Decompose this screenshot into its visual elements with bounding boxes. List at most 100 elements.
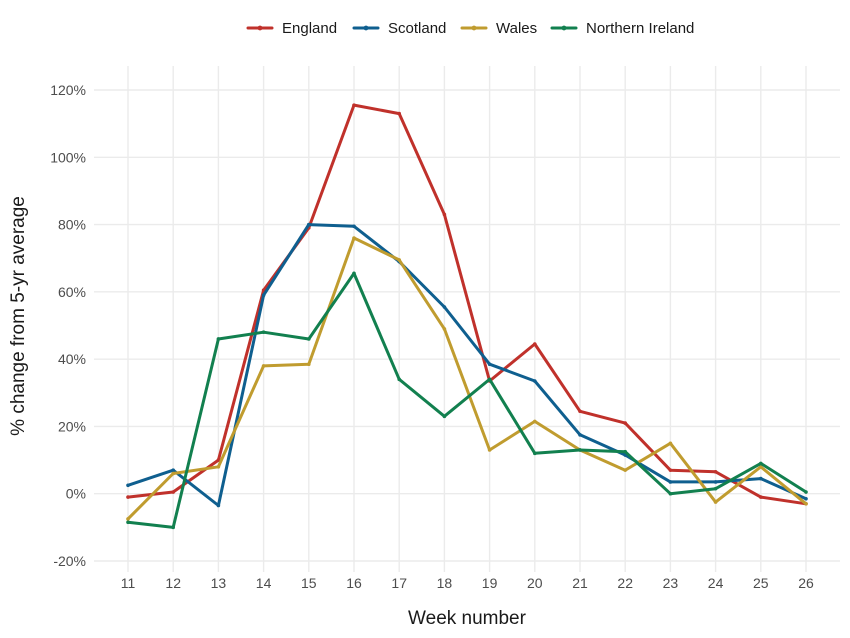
- data-point-northern-ireland: [442, 414, 447, 419]
- y-tick-label: -20%: [53, 553, 86, 569]
- x-tick-label: 18: [437, 575, 453, 591]
- series-line-northern-ireland: [126, 271, 808, 529]
- data-point-northern-ireland: [804, 490, 808, 494]
- data-point-wales: [216, 465, 221, 469]
- data-point-wales: [804, 502, 808, 506]
- data-point-wales: [487, 448, 492, 452]
- legend-label-wales: Wales: [496, 20, 537, 37]
- data-point-scotland: [487, 362, 492, 366]
- x-tick-label: 20: [527, 575, 543, 591]
- y-axis-ticks: -20% 0% 20% 40% 60% 80% 100% 120%: [50, 82, 86, 569]
- x-tick-label: 21: [572, 575, 588, 591]
- data-point-northern-ireland: [533, 451, 537, 456]
- x-tick-label: 26: [798, 575, 814, 591]
- data-point-wales: [668, 441, 673, 446]
- data-point-northern-ireland: [487, 377, 492, 382]
- data-point-wales: [713, 500, 718, 504]
- data-point-wales: [623, 468, 627, 472]
- x-tick-label: 19: [482, 575, 498, 591]
- data-point-england: [397, 111, 402, 116]
- x-axis-label: Week number: [408, 608, 527, 629]
- data-point-england: [216, 458, 221, 462]
- x-tick-label: 15: [301, 575, 317, 591]
- legend-item-wales: Wales: [460, 20, 537, 37]
- legend-label-scotland: Scotland: [388, 20, 446, 37]
- legend: England Scotland Wales Northern Ireland: [246, 20, 694, 37]
- y-tick-label: 0%: [66, 486, 86, 502]
- data-point-scotland: [352, 224, 356, 229]
- x-axis-ticks: 11 12 13 14 15 16 17 18 19 20 21 22 23 24 25 26: [121, 575, 814, 591]
- data-point-scotland: [578, 433, 582, 437]
- data-point-wales: [397, 258, 402, 262]
- data-point-england: [126, 495, 130, 499]
- x-tick-label: 14: [256, 575, 272, 591]
- y-tick-label: 20%: [58, 418, 86, 434]
- x-tick-label: 25: [753, 575, 769, 591]
- data-point-scotland: [713, 480, 718, 484]
- data-point-scotland: [759, 476, 763, 481]
- y-tick-label: 80%: [58, 217, 86, 233]
- data-point-northern-ireland: [578, 448, 582, 452]
- data-point-wales: [126, 517, 130, 521]
- data-point-scotland: [171, 468, 175, 472]
- data-point-wales: [442, 327, 447, 331]
- data-point-england: [759, 495, 763, 499]
- data-point-northern-ireland: [126, 520, 130, 525]
- data-point-northern-ireland: [623, 449, 627, 454]
- data-point-northern-ireland: [713, 486, 718, 491]
- legend-item-scotland: Scotland: [352, 20, 446, 37]
- series-line-scotland: [126, 223, 808, 507]
- data-point-scotland: [307, 222, 311, 227]
- x-tick-label: 24: [708, 575, 724, 591]
- data-point-scotland: [261, 293, 266, 298]
- x-tick-label: 17: [391, 575, 407, 591]
- data-point-england: [171, 490, 175, 494]
- data-point-wales: [759, 465, 763, 469]
- data-point-wales: [261, 364, 266, 368]
- legend-label-northern-ireland: Northern Ireland: [586, 20, 694, 37]
- y-tick-label: 60%: [58, 284, 86, 300]
- data-point-scotland: [126, 483, 130, 488]
- data-point-wales: [171, 471, 175, 476]
- data-point-northern-ireland: [668, 491, 673, 496]
- data-point-scotland: [668, 480, 673, 484]
- data-point-england: [533, 342, 537, 346]
- data-point-northern-ireland: [216, 337, 221, 341]
- y-tick-label: 100%: [50, 149, 86, 165]
- data-point-scotland: [533, 379, 537, 383]
- legend-key-point-wales: [471, 25, 477, 31]
- data-point-northern-ireland: [171, 525, 175, 530]
- legend-key-point-scotland: [363, 25, 369, 31]
- legend-item-northern-ireland: Northern Ireland: [550, 20, 694, 37]
- data-point-wales: [533, 419, 537, 424]
- data-point-england: [352, 103, 356, 107]
- data-point-wales: [352, 236, 356, 240]
- data-point-northern-ireland: [397, 377, 402, 382]
- x-tick-label: 12: [165, 575, 181, 591]
- series-lines: [126, 103, 808, 530]
- data-point-england: [623, 421, 627, 425]
- data-point-england: [668, 468, 673, 472]
- y-tick-label: 40%: [58, 351, 86, 367]
- data-point-england: [442, 212, 447, 217]
- x-tick-label: 16: [346, 575, 362, 591]
- legend-item-england: England: [246, 20, 337, 37]
- x-tick-label: 23: [663, 575, 679, 591]
- data-point-england: [578, 409, 582, 414]
- legend-key-point-northern-ireland: [561, 25, 567, 31]
- legend-key-point-england: [257, 25, 263, 31]
- data-point-northern-ireland: [307, 337, 311, 341]
- data-point-england: [713, 470, 718, 474]
- y-axis-label: % change from 5-yr average: [8, 196, 29, 436]
- legend-label-england: England: [282, 20, 337, 37]
- data-point-northern-ireland: [759, 461, 763, 466]
- data-point-northern-ireland: [261, 330, 266, 335]
- data-point-scotland: [804, 496, 808, 501]
- x-tick-label: 22: [617, 575, 633, 591]
- data-point-scotland: [216, 503, 221, 508]
- data-point-wales: [307, 362, 311, 366]
- data-point-scotland: [442, 305, 447, 309]
- grid: [94, 66, 840, 572]
- x-tick-label: 11: [121, 575, 136, 591]
